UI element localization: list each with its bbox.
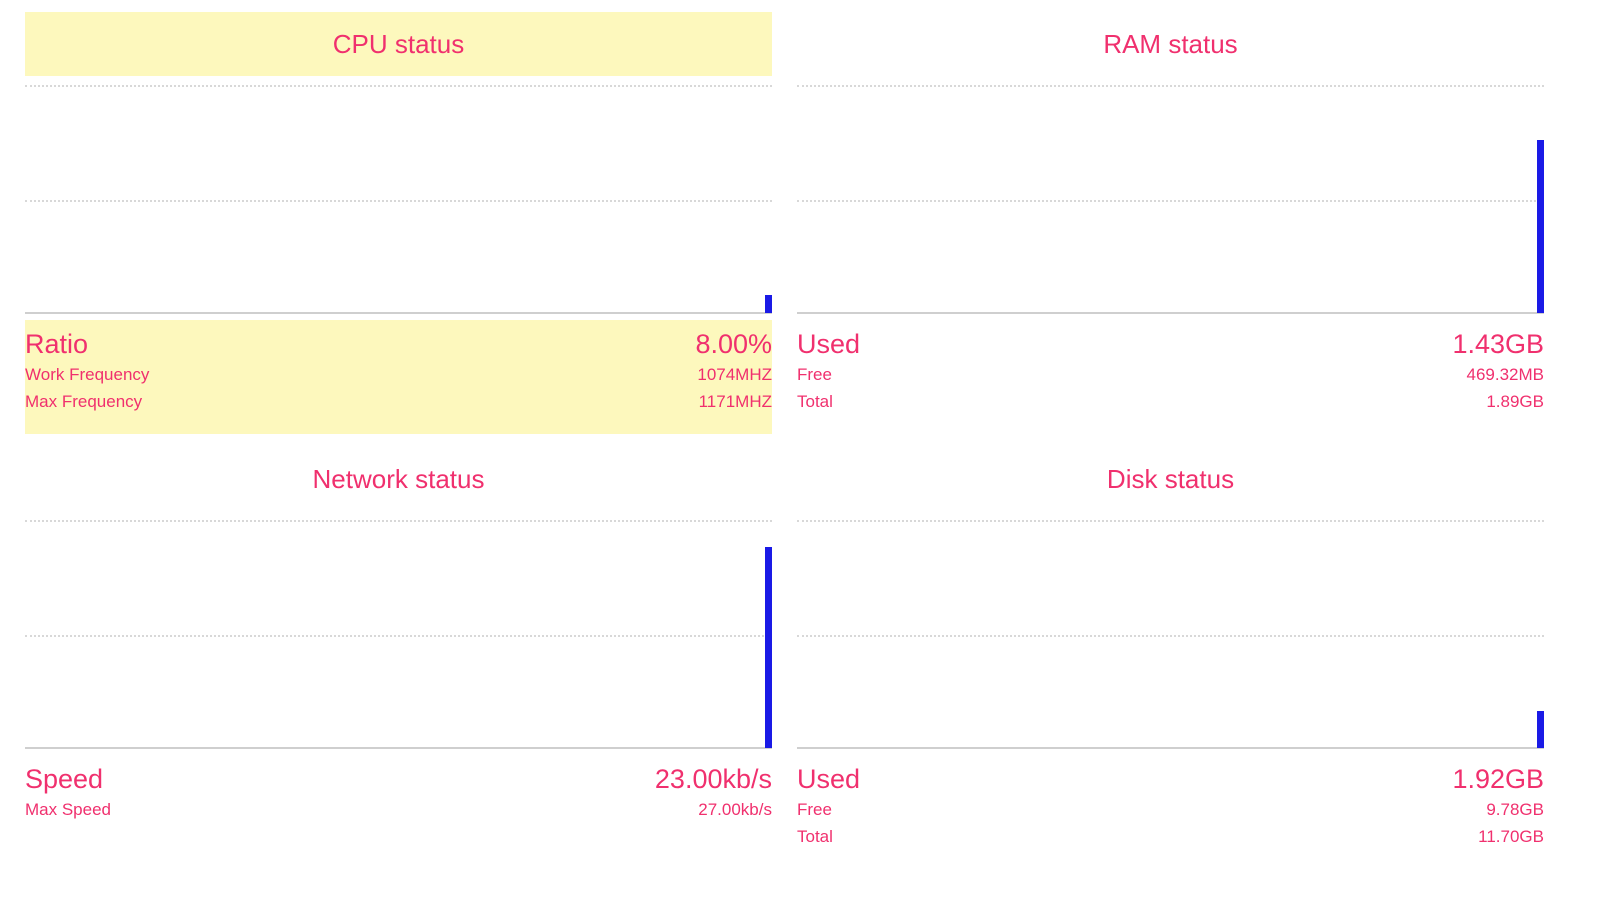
- network-title: Network status: [312, 463, 485, 494]
- cpu-usage-bar: [765, 294, 772, 313]
- disk-panel[interactable]: Disk status Used 1.92GB Free 9.78GB Total 11…: [797, 447, 1544, 867]
- gridline: [797, 200, 1544, 202]
- gridline: [25, 520, 772, 522]
- ram-panel[interactable]: RAM status Used 1.43GB Free 469.32MB Total 1…: [797, 12, 1544, 432]
- main-value: 8.00%: [695, 329, 772, 359]
- gridline: [25, 200, 772, 202]
- network-info: Speed 23.00kb/s Max Speed 27.00kb/s: [25, 755, 772, 869]
- ram-info: Used 1.43GB Free 469.32MB Total 1.89GB: [797, 320, 1544, 434]
- network-chart: [25, 520, 772, 749]
- main-label: Ratio: [25, 329, 89, 359]
- cpu-info: Ratio 8.00% Work Frequency 1074MHZ Max Freq…: [25, 320, 772, 434]
- main-value: 1.92GB: [1452, 764, 1544, 794]
- baseline: [797, 747, 1544, 749]
- stat-value: 9.78GB: [1486, 800, 1544, 819]
- ram-main-row: Used 1.43GB: [797, 327, 1544, 361]
- cpu-chart: [25, 85, 772, 314]
- gridline: [25, 635, 772, 637]
- ram-chart: [797, 85, 1544, 314]
- disk-info: Used 1.92GB Free 9.78GB Total 11.70GB: [797, 755, 1544, 869]
- stat-value: 1074MHZ: [697, 365, 772, 384]
- stat-value: 1.89GB: [1486, 392, 1544, 411]
- network-main-row: Speed 23.00kb/s: [25, 762, 772, 796]
- cpu-stat-row: Max Frequency 1171MHZ: [25, 388, 772, 415]
- stat-value: 1171MHZ: [698, 392, 772, 411]
- network-usage-bar: [765, 547, 772, 748]
- ram-usage-bar: [1537, 140, 1544, 313]
- disk-stat-row: Free 9.78GB: [797, 796, 1544, 823]
- disk-main-row: Used 1.92GB: [797, 762, 1544, 796]
- stat-value: 469.32MB: [1466, 365, 1545, 384]
- cpu-panel[interactable]: CPU status Ratio 8.00% Work Frequency 1074…: [25, 12, 772, 434]
- disk-chart: [797, 520, 1544, 749]
- disk-usage-bar: [1537, 710, 1544, 748]
- gridline: [25, 85, 772, 87]
- network-panel[interactable]: Network status Speed 23.00kb/s Max Speed 2…: [25, 447, 772, 867]
- network-stat-row: Max Speed 27.00kb/s: [25, 796, 772, 823]
- stat-label: Total: [797, 392, 833, 411]
- stat-label: Total: [797, 827, 833, 846]
- stat-label: Max Speed: [25, 800, 111, 819]
- ram-title: RAM status: [1103, 28, 1238, 59]
- ram-stat-row: Free 469.32MB: [797, 361, 1544, 388]
- cpu-main-row: Ratio 8.00%: [25, 327, 772, 361]
- cpu-stat-row: Work Frequency 1074MHZ: [25, 361, 772, 388]
- main-label: Used: [797, 764, 861, 794]
- stat-label: Free: [797, 365, 832, 384]
- stat-label: Free: [797, 800, 832, 819]
- main-value: 1.43GB: [1452, 329, 1544, 359]
- stat-label: Max Frequency: [25, 392, 143, 411]
- baseline: [25, 747, 772, 749]
- baseline: [797, 312, 1544, 314]
- gridline: [797, 520, 1544, 522]
- baseline: [25, 312, 772, 314]
- cpu-title: CPU status: [25, 12, 772, 76]
- main-value: 23.00kb/s: [654, 764, 772, 794]
- stat-value: 11.70GB: [1478, 827, 1544, 846]
- main-label: Speed: [25, 764, 104, 794]
- main-label: Used: [797, 329, 861, 359]
- gridline: [797, 85, 1544, 87]
- disk-stat-row: Total 11.70GB: [797, 823, 1544, 850]
- gridline: [797, 635, 1544, 637]
- ram-stat-row: Total 1.89GB: [797, 388, 1544, 415]
- stat-value: 27.00kb/s: [698, 800, 772, 819]
- disk-title: Disk status: [1106, 463, 1235, 494]
- stat-label: Work Frequency: [25, 365, 150, 384]
